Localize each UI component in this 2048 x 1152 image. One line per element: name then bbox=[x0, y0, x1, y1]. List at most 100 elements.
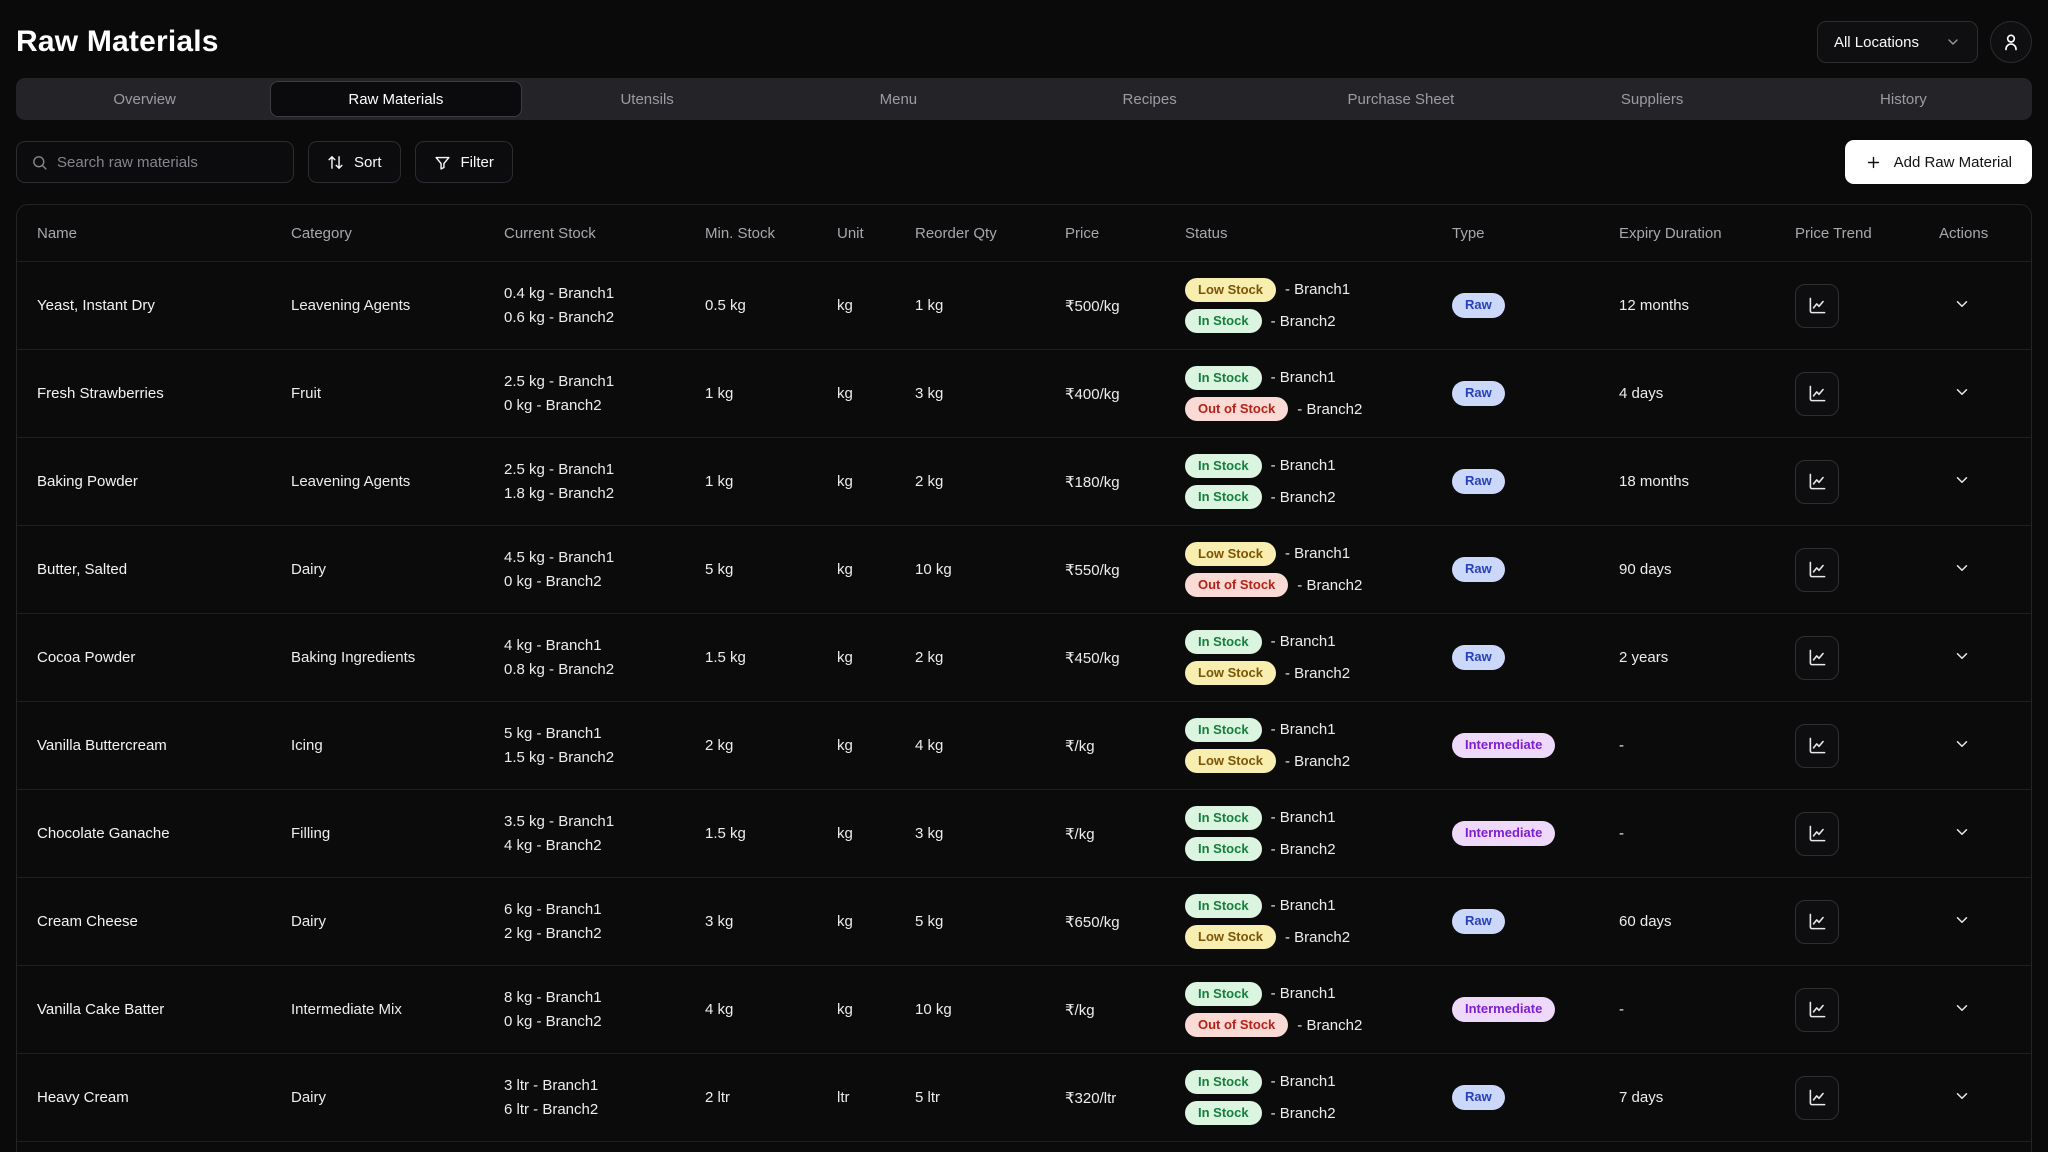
price-trend-button[interactable] bbox=[1795, 1075, 1839, 1120]
user-menu-button[interactable] bbox=[1990, 21, 2032, 63]
line-chart-icon bbox=[1808, 824, 1827, 843]
type-badge: Intermediate bbox=[1452, 733, 1556, 758]
branch-label: - Branch1 bbox=[1270, 633, 1336, 651]
actions-cell bbox=[1919, 999, 2031, 1021]
unit: kg bbox=[837, 825, 853, 842]
type-cell: Intermediate bbox=[1432, 997, 1599, 1022]
status-cell: In Stock - Branch1 Out of Stock - Branch2 bbox=[1165, 981, 1432, 1038]
add-raw-material-button[interactable]: Add Raw Material bbox=[1844, 140, 2032, 184]
tab-raw-materials[interactable]: Raw Materials bbox=[270, 81, 522, 117]
price-trend-button[interactable] bbox=[1795, 547, 1839, 592]
add-raw-material-label: Add Raw Material bbox=[1893, 153, 2012, 171]
branch-label: - Branch2 bbox=[1270, 840, 1336, 858]
status-line: Low Stock - Branch2 bbox=[1185, 925, 1424, 950]
search-icon bbox=[31, 154, 48, 171]
sort-button[interactable]: Sort bbox=[308, 141, 401, 183]
status-line: In Stock - Branch2 bbox=[1185, 309, 1424, 334]
price-trend-button[interactable] bbox=[1795, 811, 1839, 856]
table-row: Cocoa Powder Baking Ingredients 4 kg - B… bbox=[17, 613, 2031, 701]
line-chart-icon bbox=[1808, 1088, 1827, 1107]
expand-row-chevron-icon[interactable] bbox=[1939, 735, 1971, 753]
tab-bar: Overview Raw Materials Utensils Menu Recipes… bbox=[16, 78, 2032, 120]
search-box[interactable] bbox=[16, 141, 294, 183]
min-stock: 1 kg bbox=[705, 385, 734, 402]
table-row: Fresh Strawberries Fruit 2.5 kg - Branch… bbox=[17, 349, 2031, 437]
min-stock: 2 ltr bbox=[705, 1089, 731, 1106]
expiry-duration: 4 days bbox=[1619, 385, 1664, 402]
price-trend-cell bbox=[1775, 1075, 1919, 1120]
tab-utensils[interactable]: Utensils bbox=[620, 90, 674, 108]
unit: kg bbox=[837, 561, 853, 578]
sort-icon bbox=[327, 154, 344, 171]
expiry-duration: - bbox=[1619, 1001, 1624, 1018]
line-chart-icon bbox=[1808, 560, 1827, 579]
expand-row-chevron-icon[interactable] bbox=[1939, 295, 1971, 313]
stock-cell: 2.5 kg - Branch1 1.8 kg - Branch2 bbox=[484, 461, 685, 502]
tab-purchase-sheet[interactable]: Purchase Sheet bbox=[1347, 90, 1455, 108]
actions-cell bbox=[1919, 1087, 2031, 1109]
table-row: Vanilla Cake Batter Intermediate Mix 8 k… bbox=[17, 965, 2031, 1053]
price-trend-button[interactable] bbox=[1795, 459, 1839, 504]
type-cell: Intermediate bbox=[1432, 821, 1599, 846]
price-trend-button[interactable] bbox=[1795, 283, 1839, 328]
status-cell: In Stock - Branch1 In Stock - Branch2 bbox=[1165, 1069, 1432, 1126]
material-name: Vanilla Buttercream bbox=[37, 737, 167, 754]
material-category: Intermediate Mix bbox=[291, 1001, 402, 1018]
material-name: Cream Cheese bbox=[37, 913, 138, 930]
expand-row-chevron-icon[interactable] bbox=[1939, 823, 1971, 841]
column-header: Expiry Duration bbox=[1619, 224, 1722, 242]
reorder-qty: 3 kg bbox=[915, 825, 944, 842]
reorder-qty: 3 kg bbox=[915, 385, 944, 402]
type-badge: Intermediate bbox=[1452, 997, 1556, 1022]
location-selector[interactable]: All Locations bbox=[1816, 21, 1978, 63]
unit: kg bbox=[837, 385, 853, 402]
actions-cell bbox=[1919, 559, 2031, 581]
stock-line: 8 kg - Branch1 bbox=[504, 989, 602, 1006]
material-category: Dairy bbox=[291, 913, 327, 930]
status-line: Low Stock - Branch1 bbox=[1185, 541, 1424, 566]
unit: kg bbox=[837, 297, 853, 314]
expand-row-chevron-icon[interactable] bbox=[1939, 559, 1971, 577]
chevron-down-icon bbox=[1945, 34, 1961, 50]
price-trend-button[interactable] bbox=[1795, 371, 1839, 416]
tab-history[interactable]: History bbox=[1880, 90, 1927, 108]
search-input[interactable] bbox=[57, 153, 279, 171]
line-chart-icon bbox=[1808, 384, 1827, 403]
price-trend-button[interactable] bbox=[1795, 899, 1839, 944]
price-trend-cell bbox=[1775, 987, 1919, 1032]
tab-recipes[interactable]: Recipes bbox=[1122, 90, 1177, 108]
expand-row-chevron-icon[interactable] bbox=[1939, 647, 1971, 665]
filter-button-label: Filter bbox=[460, 153, 494, 171]
expiry-duration: 60 days bbox=[1619, 913, 1672, 930]
plus-icon bbox=[1865, 154, 1882, 171]
price: ₹500/kg bbox=[1065, 297, 1120, 315]
price-trend-button[interactable] bbox=[1795, 635, 1839, 680]
type-badge: Raw bbox=[1452, 645, 1505, 670]
sort-button-label: Sort bbox=[354, 153, 382, 171]
table-row-partial bbox=[17, 1141, 2031, 1152]
price-trend-cell bbox=[1775, 547, 1919, 592]
price-trend-button[interactable] bbox=[1795, 987, 1839, 1032]
min-stock: 5 kg bbox=[705, 561, 734, 578]
tab-menu[interactable]: Menu bbox=[879, 90, 918, 108]
tab-overview[interactable]: Overview bbox=[113, 90, 176, 108]
status-cell: Low Stock - Branch1 In Stock - Branch2 bbox=[1165, 277, 1432, 334]
filter-button[interactable]: Filter bbox=[414, 141, 513, 183]
price: ₹450/kg bbox=[1065, 649, 1120, 667]
price-trend-button[interactable] bbox=[1795, 723, 1839, 768]
expand-row-chevron-icon[interactable] bbox=[1939, 471, 1971, 489]
status-badge: Out of Stock bbox=[1185, 1013, 1289, 1038]
status-cell: Low Stock - Branch1 Out of Stock - Branch2 bbox=[1165, 541, 1432, 598]
branch-label: - Branch2 bbox=[1297, 1016, 1363, 1034]
expand-row-chevron-icon[interactable] bbox=[1939, 1087, 1971, 1105]
status-cell: In Stock - Branch1 Out of Stock - Branch2 bbox=[1165, 365, 1432, 422]
expand-row-chevron-icon[interactable] bbox=[1939, 999, 1971, 1017]
line-chart-icon bbox=[1808, 648, 1827, 667]
expand-row-chevron-icon[interactable] bbox=[1939, 911, 1971, 929]
material-name: Yeast, Instant Dry bbox=[37, 297, 155, 314]
expiry-duration: - bbox=[1619, 825, 1624, 842]
branch-label: - Branch2 bbox=[1270, 488, 1336, 506]
expand-row-chevron-icon[interactable] bbox=[1939, 383, 1971, 401]
tab-suppliers[interactable]: Suppliers bbox=[1620, 90, 1684, 108]
